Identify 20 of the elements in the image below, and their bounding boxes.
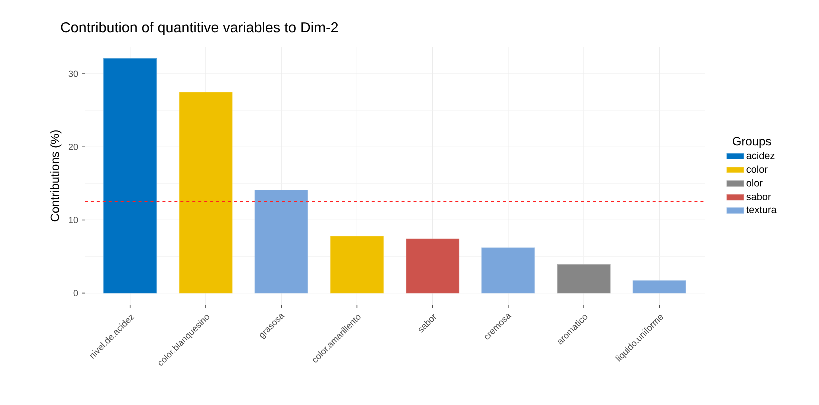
bar [254, 190, 308, 294]
legend-label: olor [746, 179, 763, 187]
bar [179, 92, 233, 294]
legend-label: acidez [746, 152, 775, 160]
bar [557, 264, 611, 294]
y-tick-label: 0 [74, 290, 78, 296]
legend-label: textura [746, 206, 777, 214]
legend-title: Groups [733, 137, 772, 148]
bar [482, 248, 536, 294]
legend-label: color [746, 166, 768, 174]
bar [104, 58, 158, 294]
legend-label: sabor [746, 193, 772, 200]
y-tick-label: 30 [68, 70, 78, 78]
chart-title: Contribution of quantitive variables to Dim-2 [61, 22, 338, 36]
bar [330, 236, 384, 294]
bar [632, 280, 686, 294]
y-tick-label: 10 [69, 217, 78, 224]
y-axis-title: Contributions (%) [50, 130, 62, 222]
y-tick-label: 20 [68, 144, 78, 150]
bar [406, 238, 460, 294]
